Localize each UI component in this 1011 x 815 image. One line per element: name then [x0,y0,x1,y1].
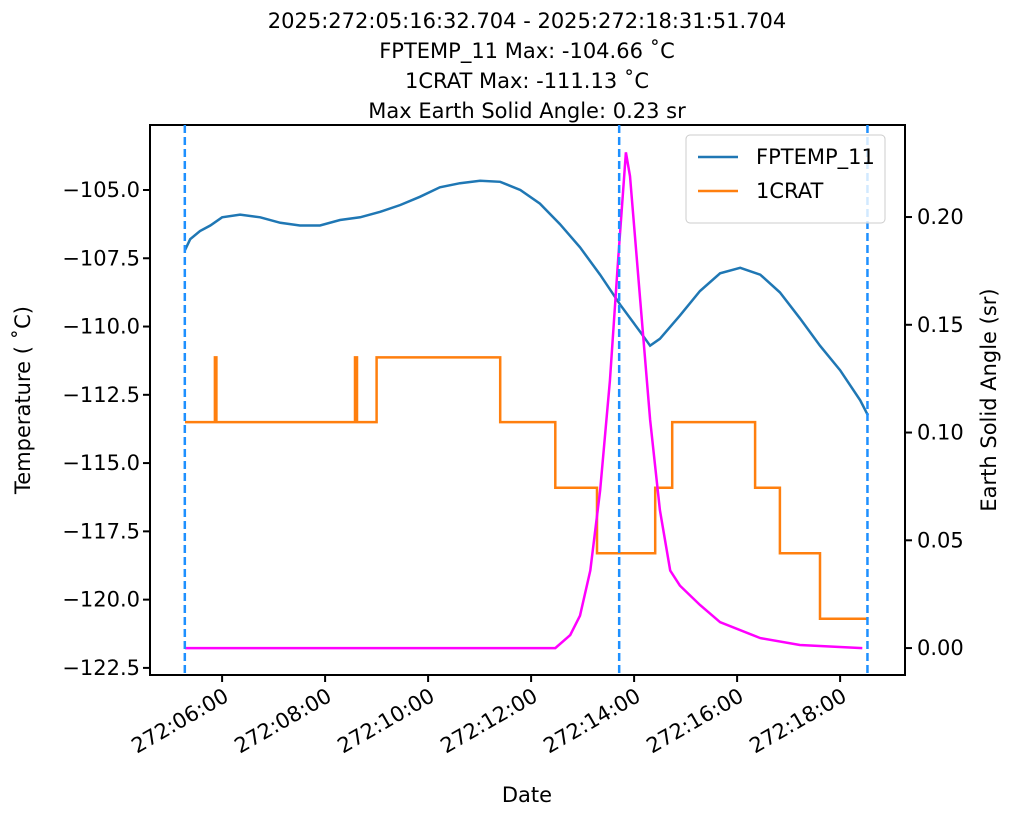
chart-title: 1CRAT Max: -111.13 ˚C [405,69,649,93]
legend-label: FPTEMP_11 [756,145,875,170]
chart-title: Max Earth Solid Angle: 0.23 sr [368,99,686,123]
y-tick-label: −105.0 [62,178,140,202]
legend-label: 1CRAT [756,179,823,203]
y2-tick-label: 0.15 [917,313,964,337]
y-tick-label: −110.0 [62,315,140,339]
x-tick-label: 272:10:00 [333,684,438,759]
plot-frame [149,124,906,676]
x-tick-label: 272:12:00 [436,684,541,759]
series-line [183,179,870,416]
x-axis-label: Date [502,783,552,807]
x-tick-label: 272:14:00 [539,684,644,759]
y2-tick-label: 0.05 [917,528,964,552]
y-tick-label: −107.5 [62,246,140,270]
y-tick-label: −117.5 [62,519,140,543]
y-tick-label: −112.5 [62,383,140,407]
y2-tick-label: 0.10 [917,421,964,445]
x-tick-label: 272:16:00 [642,684,747,759]
x-tick-label: 272:06:00 [127,684,232,759]
y2-axis-label: Earth Solid Angle (sr) [977,288,1001,511]
y-tick-label: −122.5 [62,656,140,680]
y-axis-label: Temperature ( ˚C) [11,306,35,495]
y-tick-label: −115.0 [62,451,140,475]
chart-title: 2025:272:05:16:32.704 - 2025:272:18:31:5… [268,9,786,33]
chart-title: FPTEMP_11 Max: -104.66 ˚C [379,39,675,64]
y2-tick-label: 0.20 [917,205,964,229]
y-tick-label: −120.0 [62,588,140,612]
series-line [185,152,863,650]
series-line [185,356,868,620]
x-tick-label: 272:08:00 [230,684,335,759]
x-tick-label: 272:18:00 [745,684,850,759]
y2-tick-label: 0.00 [917,636,964,660]
